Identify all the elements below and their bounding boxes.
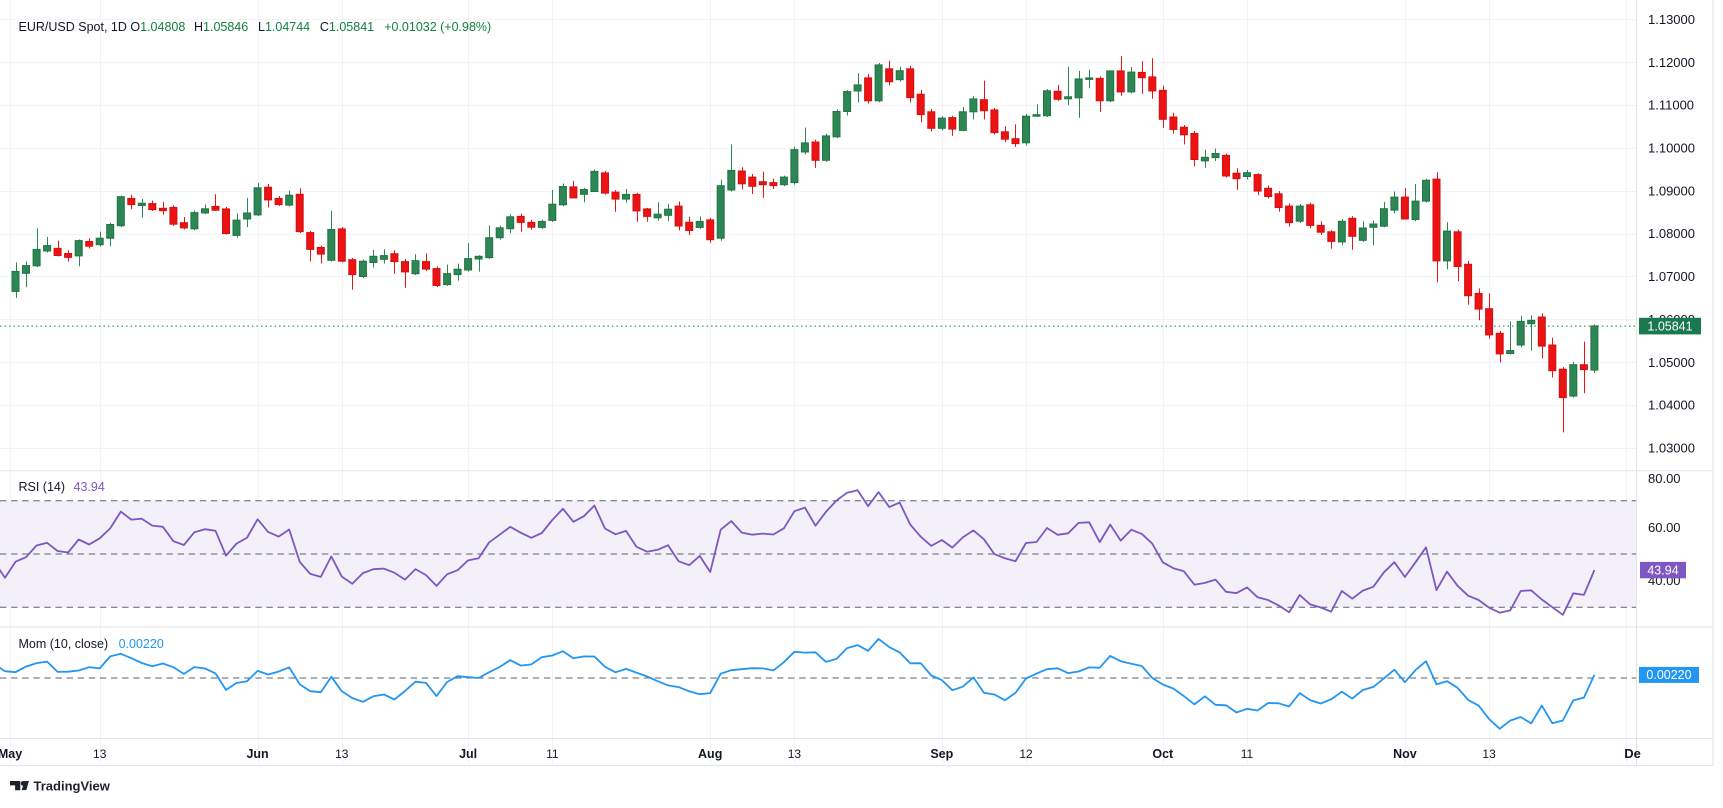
svg-text:C1.05841: C1.05841 <box>320 20 374 34</box>
svg-text:Nov: Nov <box>1393 747 1417 761</box>
svg-text:11: 11 <box>1241 747 1254 761</box>
svg-text:Oct: Oct <box>1152 747 1174 761</box>
svg-text:Jun: Jun <box>246 747 268 761</box>
svg-text:H1.05846: H1.05846 <box>194 20 248 34</box>
svg-text:1.03000: 1.03000 <box>1648 441 1695 456</box>
svg-text:13: 13 <box>335 747 349 761</box>
svg-text:13: 13 <box>788 747 802 761</box>
svg-text:12: 12 <box>1019 747 1033 761</box>
svg-text:1.05841: 1.05841 <box>1647 319 1692 333</box>
svg-text:1.13000: 1.13000 <box>1648 12 1695 27</box>
svg-text:EUR/USD Spot, 1D: EUR/USD Spot, 1D <box>19 20 127 34</box>
svg-text:Mom (10, close) 0.00220: Mom (10, close) 0.00220 <box>19 637 164 651</box>
svg-text:0.00220: 0.00220 <box>1646 668 1691 682</box>
svg-text:RSI (14) 43.94: RSI (14) 43.94 <box>19 480 105 494</box>
svg-text:1.08000: 1.08000 <box>1648 226 1695 241</box>
svg-text:Jul: Jul <box>459 747 477 761</box>
svg-text:80.00: 80.00 <box>1648 471 1681 486</box>
svg-text:11: 11 <box>546 747 559 761</box>
svg-text:TradingView: TradingView <box>34 779 111 794</box>
svg-text:60.00: 60.00 <box>1648 520 1681 535</box>
svg-text:De: De <box>1624 746 1641 761</box>
svg-text:1.12000: 1.12000 <box>1648 55 1695 70</box>
svg-text:1.04000: 1.04000 <box>1648 398 1695 413</box>
svg-text:1.07000: 1.07000 <box>1648 269 1695 284</box>
svg-text:1.11000: 1.11000 <box>1648 98 1694 113</box>
svg-text:1.09000: 1.09000 <box>1648 183 1695 198</box>
svg-text:43.94: 43.94 <box>1647 563 1678 577</box>
svg-text:O1.04808: O1.04808 <box>130 20 185 34</box>
svg-text:1.10000: 1.10000 <box>1648 141 1695 156</box>
svg-text:13: 13 <box>1482 747 1496 761</box>
svg-text:May: May <box>0 747 22 761</box>
svg-text:Aug: Aug <box>698 747 722 761</box>
svg-text:L1.04744: L1.04744 <box>258 20 310 34</box>
svg-text:1.05000: 1.05000 <box>1648 355 1695 370</box>
svg-text:13: 13 <box>93 747 107 761</box>
svg-text:+0.01032 (+0.98%): +0.01032 (+0.98%) <box>384 20 491 34</box>
svg-text:Sep: Sep <box>930 747 953 761</box>
